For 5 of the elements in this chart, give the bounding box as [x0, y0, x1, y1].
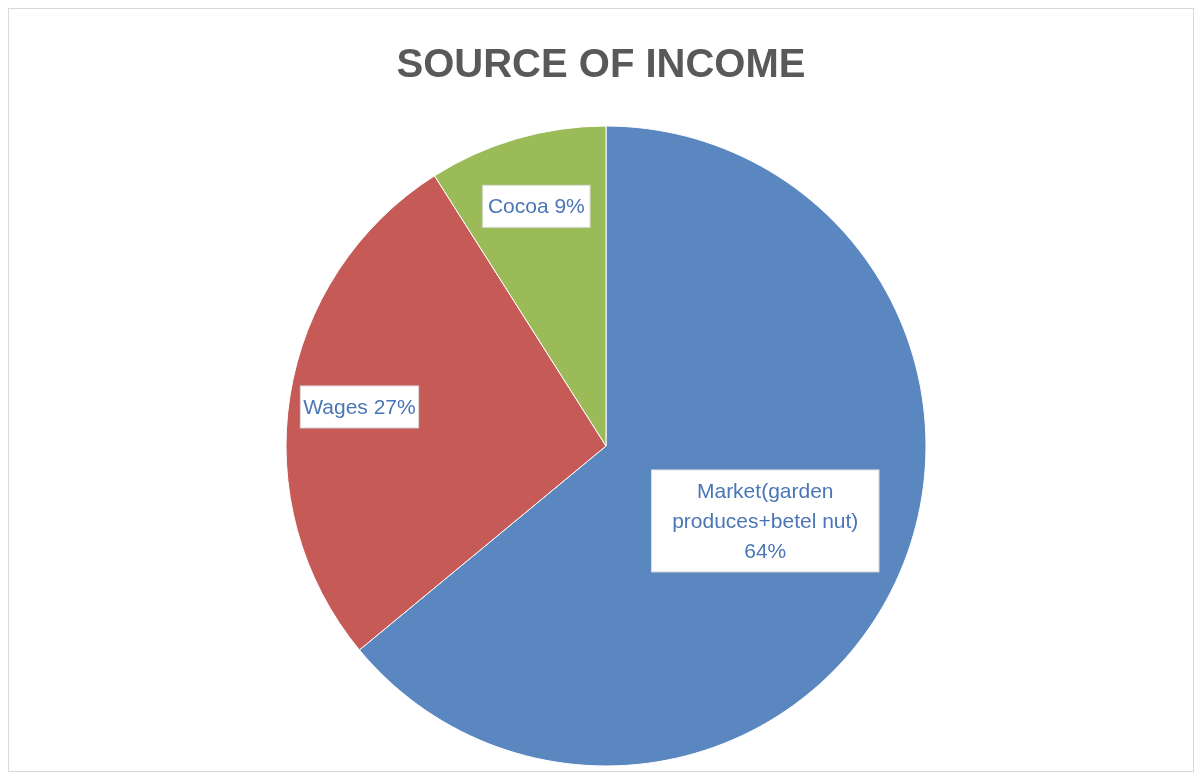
data-label: 64% [744, 538, 787, 562]
slice-label: Market(garden produces+betel nut) [672, 478, 859, 532]
slice-label: Wages 27% [303, 394, 416, 418]
chart-title: SOURCE OF INCOME [395, 40, 807, 87]
slice-label: Cocoa 9% [487, 193, 585, 217]
